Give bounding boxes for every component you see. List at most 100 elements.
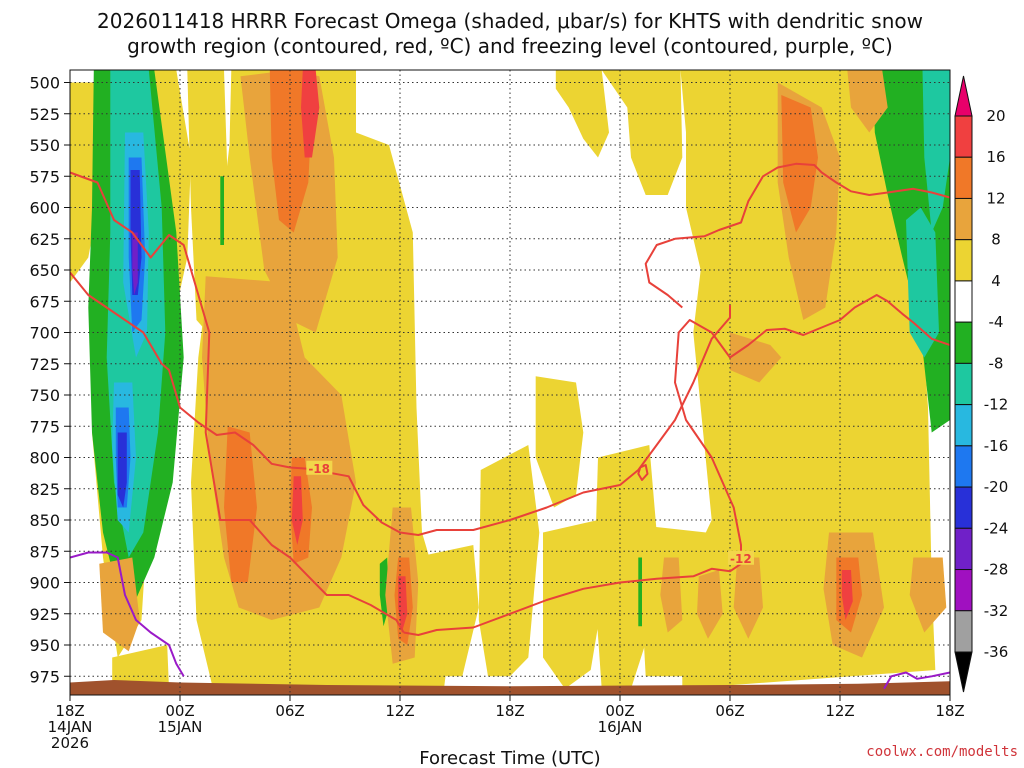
contour-label-bg <box>728 550 754 565</box>
y-tick-label: 900 <box>29 574 60 593</box>
colorbar-swatch <box>954 362 973 406</box>
omega-region <box>909 557 947 633</box>
contour-lines: -18 -12 <box>70 162 950 690</box>
omega-region <box>594 445 657 689</box>
omega-region <box>697 570 723 639</box>
y-tick-label: 575 <box>29 167 60 186</box>
y-tick-label: 675 <box>29 292 60 311</box>
omega-region <box>601 70 683 195</box>
credit-link[interactable]: coolwx.com/modelts <box>866 744 1018 760</box>
y-tick-label: 500 <box>29 74 60 93</box>
omega-region <box>906 207 939 358</box>
contour-label: -18 <box>308 462 330 476</box>
x-axis-label: Forecast Time (UTC) <box>419 748 600 768</box>
colorbar-label: -20 <box>984 478 1009 496</box>
omega-region <box>733 557 763 639</box>
y-tick-label: 600 <box>29 199 60 218</box>
contour-freezing-left <box>70 551 185 677</box>
colorbar-label: -32 <box>984 602 1009 620</box>
colorbar-label: -8 <box>989 354 1004 372</box>
omega-region <box>638 557 642 627</box>
colorbar-swatch <box>954 445 973 488</box>
contour-dgz-small <box>637 464 649 481</box>
chart-title-line1: 2026011418 HRRR Forecast Omega (shaded, … <box>97 9 923 33</box>
x-tick-label: 18Z <box>55 702 84 720</box>
colorbar-label: 12 <box>986 189 1005 207</box>
omega-region <box>535 376 584 508</box>
x-tick-label: 18Z <box>935 702 964 720</box>
omega-region <box>730 332 782 383</box>
contour-dgz-top <box>644 162 950 309</box>
x-tick-label: 06Z <box>715 702 744 720</box>
contour-dgz-12-left <box>70 171 405 634</box>
colorbar-label: -12 <box>984 396 1009 414</box>
y-tick-label: 525 <box>29 105 60 124</box>
y-tick-label: 750 <box>29 386 60 405</box>
x-tick-date: 14JAN <box>48 718 93 736</box>
omega-region <box>99 557 140 652</box>
colorbar-swatch <box>954 569 973 612</box>
y-axis: 500 525 550 575 600 625 650 675 700 725 750 775 800 8… <box>29 74 70 686</box>
colorbar-swatch <box>954 239 973 282</box>
contour-freezing-right <box>883 671 950 690</box>
x-tick-year: 2026 <box>51 734 89 752</box>
x-tick-date: 15JAN <box>158 718 203 736</box>
y-tick-label: 625 <box>29 230 60 249</box>
omega-region <box>224 426 257 583</box>
y-tick-label: 550 <box>29 136 60 155</box>
omega-region <box>414 545 479 677</box>
contour-label-bg <box>306 460 333 475</box>
omega-region <box>220 176 224 245</box>
y-tick-label: 800 <box>29 449 60 468</box>
omega-region <box>132 232 138 295</box>
colorbar-label: 20 <box>986 107 1005 125</box>
omega-region <box>187 70 228 333</box>
colorbar-label: 8 <box>991 231 1001 249</box>
colorbar-swatch <box>954 280 973 323</box>
x-tick-label: 18Z <box>495 702 524 720</box>
x-tick-label: 12Z <box>825 702 854 720</box>
omega-region <box>291 476 303 545</box>
chart-title-line2: growth region (contoured, red, ºC) and f… <box>127 34 893 58</box>
x-tick-label: 00Z <box>165 702 194 720</box>
x-tick-label: 00Z <box>605 702 634 720</box>
colorbar-swatch <box>954 197 973 241</box>
y-tick-label: 925 <box>29 605 60 624</box>
colorbar-swatch <box>954 156 973 199</box>
omega-region <box>301 70 320 158</box>
colorbar-label: -24 <box>984 519 1009 537</box>
omega-region <box>543 520 606 689</box>
colorbar-swatch <box>954 115 973 158</box>
omega-region <box>555 70 609 158</box>
colorbar-label: -36 <box>984 643 1009 661</box>
y-tick-label: 950 <box>29 636 60 655</box>
y-tick-label: 700 <box>29 324 60 343</box>
colorbar-label: 16 <box>986 148 1005 166</box>
x-tick-date: 16JAN <box>598 718 643 736</box>
y-tick-label: 725 <box>29 355 60 374</box>
colorbar-swatch <box>954 404 973 447</box>
colorbar-swatch <box>954 527 973 571</box>
colorbar-label: -28 <box>984 561 1009 579</box>
colorbar-swatch <box>954 486 973 529</box>
omega-region <box>478 445 540 677</box>
gridlines <box>70 70 950 695</box>
y-tick-label: 850 <box>29 511 60 530</box>
contour-dgz-18 <box>70 271 731 536</box>
x-tick-label: 12Z <box>385 702 414 720</box>
omega-region <box>398 576 408 633</box>
colorbar: 20 16 12 8 4 -4 -8 -12 -16 -20 -24 -28 -32 -36 <box>954 75 1009 693</box>
contour-dgz-12-right <box>403 294 950 636</box>
x-tick-label: 06Z <box>275 702 304 720</box>
omega-region <box>847 70 888 133</box>
omega-shading <box>70 70 950 689</box>
colorbar-label: 4 <box>991 272 1001 290</box>
colorbar-swatch <box>954 610 973 653</box>
colorbar-label: -16 <box>984 437 1009 455</box>
colorbar-label: -4 <box>989 313 1004 331</box>
contour-label: -12 <box>730 552 752 566</box>
omega-region <box>379 557 389 627</box>
y-tick-label: 975 <box>29 667 60 686</box>
